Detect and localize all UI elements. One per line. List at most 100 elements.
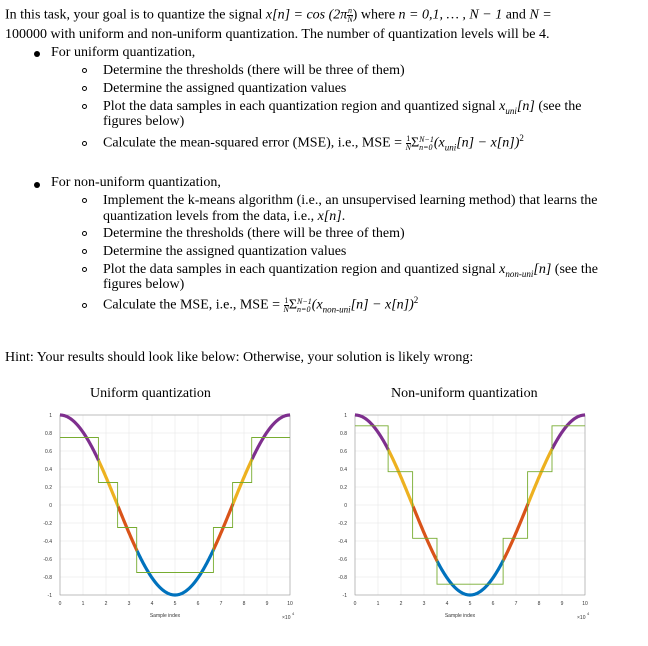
item-text: quantization levels from the data, i.e., [103, 209, 318, 224]
signal-segment [58, 413, 100, 462]
bullet [34, 51, 40, 57]
y-tick-label: -0.6 [338, 557, 347, 563]
quantized-signal [355, 425, 585, 585]
x-tick-label: 4 [151, 601, 154, 607]
quantized-signal [60, 437, 290, 573]
y-tick-label: 1 [49, 413, 52, 419]
y-tick-label: 0.6 [45, 449, 52, 455]
circle-bullet [82, 86, 87, 91]
y-tick-label: -0.2 [338, 521, 347, 527]
plot-tail: (see the [538, 99, 582, 114]
y-tick-label: 0.8 [340, 431, 347, 437]
x-tick-label: 1 [82, 601, 85, 607]
signal-segment [435, 559, 505, 597]
x-axis-label: Sample index [445, 613, 476, 619]
y-tick-label: 0 [344, 503, 347, 509]
uniform-chart: 1 0.8 0.6 0.4 0.2 0 -0.2 -0.4 -0.6 -0.8 -1 0 1 2 3 4 5 6 7… [43, 413, 295, 621]
y-tick-label: 0.4 [340, 467, 347, 473]
nonuniform-item-3: Determine the assigned quantization valu… [103, 244, 347, 259]
x-exponent: ×10 [577, 615, 586, 621]
hint-text: Hint: Your results should look like belo… [5, 350, 474, 365]
item-text: Calculate the mean-squared error (MSE), … [103, 135, 406, 151]
task-line-2: 100000 with uniform and non-uniform quan… [5, 27, 550, 42]
xq-arg: [n] [516, 99, 535, 114]
mse-x: (x [311, 297, 323, 313]
mse-x: (x [433, 135, 445, 151]
uniform-item-2: Determine the assigned quantization valu… [103, 81, 347, 96]
circle-bullet [82, 303, 87, 308]
y-tick-label: 1 [344, 413, 347, 419]
y-tick-label: -1 [48, 593, 53, 599]
x-tick-label: 10 [582, 601, 588, 607]
uniform-heading: For uniform quantization, [51, 45, 196, 60]
y-tick-label: -0.4 [338, 539, 347, 545]
circle-bullet [82, 104, 87, 109]
x-tick-label: 1 [377, 601, 380, 607]
signal-segment [97, 459, 120, 508]
y-tick-label: 0.6 [340, 449, 347, 455]
circle-bullet [82, 267, 87, 272]
y-tick-label: 0.8 [45, 431, 52, 437]
task-text: In this task, your goal is to quantize t… [5, 7, 266, 23]
mse-sub: uni [444, 142, 457, 153]
signal-segment [411, 505, 439, 563]
right-chart-title: Non-uniform quantization [391, 386, 538, 401]
signal-segment [212, 502, 235, 551]
x-tick-label: 9 [561, 601, 564, 607]
x-tick-label: 5 [469, 601, 472, 607]
uniform-item-1: Determine the thresholds (there will be … [103, 63, 405, 78]
x-tick-label: 3 [128, 601, 131, 607]
nonuniform-item-1a: Implement the k-means algorithm (i.e., a… [103, 193, 598, 208]
nonuniform-chart: 1 0.8 0.6 0.4 0.2 0 -0.2 -0.4 -0.6 -0.8 -1 0 1 2 3 4 5 6 7… [338, 413, 590, 621]
y-tick-label: -1 [343, 593, 348, 599]
x-tick-label: 4 [446, 601, 449, 607]
signal-segment [526, 447, 554, 505]
x-exponent-sup: 4 [292, 611, 295, 616]
signal-segment [250, 413, 292, 460]
y-tick-label: -0.8 [43, 575, 52, 581]
nonuniform-item-4b: figures below) [103, 277, 185, 292]
signal-segment [231, 458, 254, 505]
sigma: Σ [288, 297, 298, 313]
x-tick-label: 6 [197, 601, 200, 607]
where-text: where [357, 7, 399, 23]
item-text: Plot the data samples in each quantizati… [103, 262, 500, 277]
signal-segment [135, 548, 215, 597]
y-tick-label: 0.2 [45, 485, 52, 491]
signal-segment [386, 449, 415, 508]
bullet [34, 182, 40, 188]
signal-segment [550, 413, 587, 450]
signal-segment [116, 505, 139, 552]
nonuniform-item-1b: quantization levels from the data, i.e.,… [103, 209, 345, 225]
item-text: Plot the data samples in each quantizati… [103, 99, 500, 114]
x-tick-label: 5 [174, 601, 177, 607]
x-tick-label: 0 [354, 601, 357, 607]
nonuniform-item-5: Calculate the MSE, i.e., MSE = 1 N Σ N−1 n=0… [103, 295, 419, 315]
mse-end: [n] − x[n]) [456, 135, 520, 151]
x-tick-label: 0 [59, 601, 62, 607]
and-text: and [502, 7, 530, 23]
uniform-item-4: Calculate the mean-squared error (MSE), … [103, 133, 524, 153]
mse-sub: non-uni [322, 304, 351, 315]
x-tick-label: 2 [400, 601, 403, 607]
mse-sup: 2 [519, 133, 524, 144]
circle-bullet [82, 231, 87, 236]
y-tick-label: -0.2 [43, 521, 52, 527]
x-axis-label: Sample index [150, 613, 181, 619]
xq: x [499, 262, 506, 277]
N-expr: N = [529, 7, 552, 23]
x-tick-label: 9 [266, 601, 269, 607]
task-line-1: In this task, your goal is to quantize t… [5, 7, 552, 24]
x-tick-label: 10 [287, 601, 293, 607]
circle-bullet [82, 249, 87, 254]
signal-expr: x[n] = cos (2π [265, 7, 348, 23]
x-tick-label: 8 [243, 601, 246, 607]
x-tick-label: 8 [538, 601, 541, 607]
nonuniform-item-2: Determine the thresholds (there will be … [103, 226, 405, 241]
y-tick-label: 0 [49, 503, 52, 509]
xq-sub: non-uni [505, 268, 534, 279]
mse-sup: 2 [413, 295, 419, 306]
